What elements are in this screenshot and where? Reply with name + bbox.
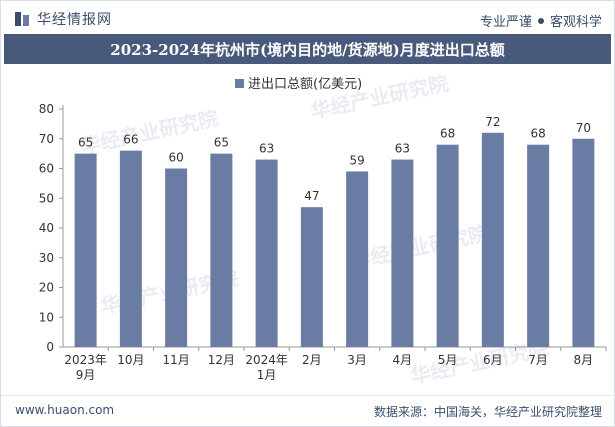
x-tick-label: 9月 xyxy=(76,368,96,382)
bar[interactable] xyxy=(346,171,369,347)
chart-title: 2023-2024年杭州市(境内目的地/货源地)月度进出口总额 xyxy=(110,40,505,59)
bar[interactable] xyxy=(210,153,233,347)
bar[interactable] xyxy=(391,159,414,347)
x-tick-label: 3月 xyxy=(347,353,367,367)
legend-label: 进出口总额(亿美元) xyxy=(248,77,362,92)
y-tick-label: 40 xyxy=(39,221,54,235)
y-tick-label: 30 xyxy=(39,251,54,265)
x-tick-label: 6月 xyxy=(483,353,503,367)
x-tick-label: 10月 xyxy=(117,353,144,367)
data-label: 66 xyxy=(123,133,138,147)
brand-name: 华经情报网 xyxy=(37,12,112,28)
bar[interactable] xyxy=(481,132,504,347)
watermark-text: 华经产业研究院 xyxy=(349,221,491,274)
y-tick-label: 0 xyxy=(46,340,54,354)
bar[interactable] xyxy=(255,159,278,347)
tagline: 专业严谨 客观科学 xyxy=(480,11,602,30)
x-tick-label: 1月 xyxy=(257,368,277,382)
brand: 华经情报网 xyxy=(15,9,112,29)
brand-logo-icon xyxy=(15,12,29,26)
x-tick-label: 12月 xyxy=(208,353,235,367)
website-link[interactable]: www.huaon.com xyxy=(15,403,115,417)
data-label: 63 xyxy=(259,142,274,156)
bar[interactable] xyxy=(300,207,323,347)
x-tick-label: 7月 xyxy=(528,353,548,367)
bar[interactable] xyxy=(572,138,595,347)
y-tick-label: 80 xyxy=(39,102,54,116)
bullet-dot-icon xyxy=(537,17,544,24)
bar[interactable] xyxy=(527,144,550,347)
data-label: 70 xyxy=(576,121,591,135)
data-label: 65 xyxy=(78,136,93,150)
x-tick-label: 2024年 xyxy=(245,353,288,367)
x-tick-label: 8月 xyxy=(574,353,594,367)
bar[interactable] xyxy=(436,144,459,347)
header: 华经情报网 专业严谨 客观科学 xyxy=(1,1,614,37)
bar[interactable] xyxy=(119,150,142,347)
data-label: 65 xyxy=(214,136,229,150)
data-source: 数据来源：中国海关，华经产业研究院整理 xyxy=(373,405,602,419)
watermark-text: 华经产业研究院 xyxy=(79,106,221,159)
bar-chart: 华经产业研究院华经产业研究院华经产业研究院华经产业研究院华经产业研究院进出口总额… xyxy=(39,71,607,388)
data-label: 47 xyxy=(304,189,319,203)
title-bar: 2023-2024年杭州市(境内目的地/货源地)月度进出口总额 xyxy=(4,34,611,64)
data-label: 72 xyxy=(485,115,500,129)
x-tick-label: 11月 xyxy=(162,353,189,367)
y-tick-label: 50 xyxy=(39,191,54,205)
y-tick-label: 10 xyxy=(39,310,54,324)
x-tick-label: 2月 xyxy=(302,353,322,367)
bar[interactable] xyxy=(165,168,188,348)
x-tick-label: 5月 xyxy=(438,353,458,367)
data-label: 68 xyxy=(440,127,455,141)
data-label: 68 xyxy=(530,127,545,141)
y-tick-label: 70 xyxy=(39,132,54,146)
data-label: 59 xyxy=(349,153,364,167)
tagline-left: 专业严谨 xyxy=(479,15,532,30)
tagline-right: 客观科学 xyxy=(549,15,602,30)
x-tick-label: 4月 xyxy=(393,353,413,367)
footer: www.huaon.com 数据来源：中国海关，华经产业研究院整理 xyxy=(1,395,614,426)
y-tick-label: 20 xyxy=(39,281,54,295)
data-label: 63 xyxy=(395,142,410,156)
x-tick-label: 2023年 xyxy=(64,353,107,367)
bar[interactable] xyxy=(74,153,97,347)
data-label: 60 xyxy=(168,151,183,165)
y-tick-label: 60 xyxy=(39,162,54,176)
legend-swatch xyxy=(235,79,244,88)
